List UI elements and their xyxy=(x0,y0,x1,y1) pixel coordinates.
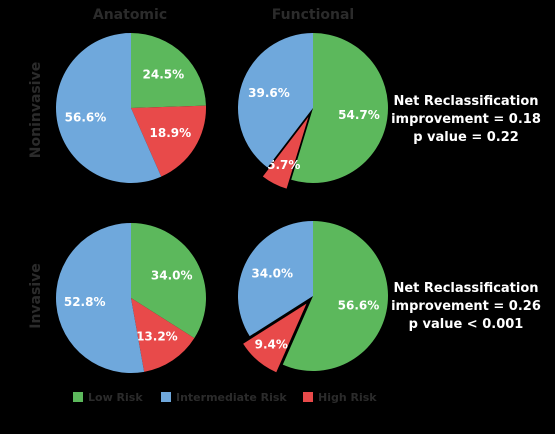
pie-slice-noninvasive-anatomic-intermediate-risk xyxy=(55,33,162,184)
legend-label-high-risk: High Risk xyxy=(318,391,377,404)
slice-label-invasive-functional-high-risk: 9.4% xyxy=(255,338,288,352)
nri-annotation-noninvasive: Net Reclassification improvement = 0.18 … xyxy=(391,94,541,145)
slice-label-invasive-functional-intermediate-risk: 34.0% xyxy=(251,267,293,281)
slice-label-noninvasive-functional-intermediate-risk: 39.6% xyxy=(248,86,290,100)
slice-label-noninvasive-functional-high-risk: 5.7% xyxy=(267,158,300,172)
slice-label-invasive-anatomic-intermediate-risk: 52.8% xyxy=(64,295,106,309)
pie-slice-invasive-anatomic-high-risk xyxy=(131,298,195,372)
pie-slice-noninvasive-functional-intermediate-risk xyxy=(237,33,313,168)
legend: Low Risk Intermediate Risk High Risk xyxy=(73,391,377,404)
pie-slice-invasive-functional-high-risk xyxy=(243,303,307,373)
pie-slice-invasive-anatomic-intermediate-risk xyxy=(55,223,145,373)
pie-slice-invasive-functional-low-risk xyxy=(282,221,388,371)
pie-slice-noninvasive-anatomic-low-risk xyxy=(131,33,206,108)
legend-label-intermediate-risk: Intermediate Risk xyxy=(176,391,287,404)
nri-invasive-line3: p value < 0.001 xyxy=(409,317,524,332)
slice-label-invasive-anatomic-high-risk: 13.2% xyxy=(136,330,178,344)
pie-slice-noninvasive-functional-high-risk xyxy=(262,116,309,189)
nri-annotation-invasive: Net Reclassification improvement = 0.26 … xyxy=(391,281,541,332)
row-title-invasive: Invasive xyxy=(28,263,44,329)
pies: 24.5% 18.9% 56.6% 54.7% 5.7% 39.6% 34.0% 13.2% 5… xyxy=(55,33,389,373)
slice-label-noninvasive-anatomic-high-risk: 18.9% xyxy=(150,126,192,140)
pie-slice-invasive-anatomic-low-risk xyxy=(131,223,207,339)
pie-slice-invasive-functional-intermediate-risk xyxy=(238,221,313,337)
legend-swatch-intermediate-risk xyxy=(161,392,171,402)
slice-label-noninvasive-anatomic-low-risk: 24.5% xyxy=(143,68,185,82)
pie-slice-noninvasive-anatomic-high-risk xyxy=(131,105,206,177)
nri-invasive-line2: improvement = 0.26 xyxy=(391,299,541,314)
slice-label-noninvasive-anatomic-intermediate-risk: 56.6% xyxy=(65,111,107,125)
pie-slice-noninvasive-functional-low-risk xyxy=(291,33,389,183)
legend-label-low-risk: Low Risk xyxy=(88,391,143,404)
slice-label-noninvasive-functional-low-risk: 54.7% xyxy=(338,108,380,122)
nri-noninvasive-line2: improvement = 0.18 xyxy=(391,112,541,127)
legend-swatch-high-risk xyxy=(303,392,313,402)
legend-swatch-low-risk xyxy=(73,392,83,402)
nri-invasive-line1: Net Reclassification xyxy=(393,281,538,296)
slice-label-invasive-anatomic-low-risk: 34.0% xyxy=(151,269,193,283)
row-title-noninvasive: Noninvasive xyxy=(28,62,44,158)
column-title-functional: Functional xyxy=(272,7,354,23)
column-title-anatomic: Anatomic xyxy=(93,7,167,23)
slice-label-invasive-functional-low-risk: 56.6% xyxy=(338,299,380,313)
nri-noninvasive-line3: p value = 0.22 xyxy=(413,130,519,145)
nri-noninvasive-line1: Net Reclassification xyxy=(393,94,538,109)
